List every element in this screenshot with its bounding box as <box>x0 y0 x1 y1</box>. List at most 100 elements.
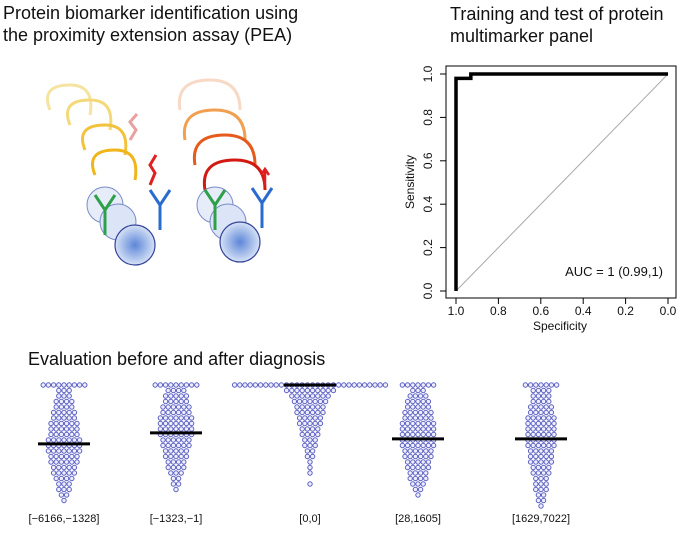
dot <box>304 393 311 399</box>
dot <box>173 398 179 405</box>
dot <box>420 459 426 465</box>
dot <box>307 398 313 405</box>
dot <box>45 382 52 388</box>
dot <box>412 453 419 460</box>
dot <box>188 420 195 427</box>
dot <box>346 382 352 388</box>
y-tick-label: 0.0 <box>421 282 435 299</box>
dot <box>525 420 531 427</box>
dot <box>50 437 57 443</box>
dot <box>420 442 426 449</box>
dot <box>304 426 311 432</box>
dot <box>540 415 547 421</box>
dot <box>317 398 324 405</box>
dot <box>540 492 547 498</box>
dot <box>302 415 308 421</box>
dot <box>309 431 316 438</box>
plot-frame <box>445 65 677 299</box>
dot <box>71 415 78 421</box>
dot <box>299 426 305 432</box>
dot <box>74 426 80 432</box>
dot <box>430 420 437 427</box>
dot <box>533 448 539 454</box>
dot <box>183 393 190 399</box>
dot <box>546 442 552 449</box>
dot <box>543 409 549 416</box>
dot <box>56 464 62 471</box>
dot <box>530 426 536 432</box>
dot <box>399 426 406 432</box>
dot <box>407 393 413 399</box>
dot <box>242 382 248 388</box>
dot <box>188 426 195 432</box>
dot <box>538 404 544 410</box>
dot <box>56 415 62 421</box>
dot <box>157 420 164 427</box>
dot <box>231 382 238 388</box>
dot <box>551 442 557 449</box>
dot <box>325 387 331 394</box>
y-tick-label: 0.4 <box>421 196 435 213</box>
dot <box>186 437 192 443</box>
dot <box>417 409 424 416</box>
dot <box>546 415 552 421</box>
dot <box>412 393 419 399</box>
dot <box>415 420 421 427</box>
dot <box>312 398 318 405</box>
dot <box>168 393 174 399</box>
dot <box>58 431 65 438</box>
dot <box>45 437 52 443</box>
y-tick-label: 0.8 <box>421 109 435 126</box>
dot <box>63 431 70 438</box>
dot <box>307 470 313 476</box>
dot <box>283 387 290 394</box>
dot <box>548 448 555 454</box>
dot <box>175 409 182 416</box>
dot <box>525 431 531 438</box>
dot <box>74 420 80 427</box>
dot <box>61 387 67 394</box>
dot <box>289 393 295 399</box>
dot <box>69 420 75 427</box>
dot <box>407 409 413 416</box>
dot <box>551 415 557 421</box>
dot <box>168 453 174 460</box>
swarm-title: Evaluation before and after diagnosis <box>28 349 326 369</box>
dot <box>168 415 174 421</box>
dot <box>173 420 179 427</box>
dot <box>304 448 311 454</box>
dot <box>399 420 406 427</box>
dot <box>165 464 171 471</box>
dot <box>543 404 549 410</box>
dot <box>69 459 75 465</box>
dot <box>533 404 539 410</box>
dot <box>540 420 547 427</box>
dot <box>538 409 544 416</box>
dot <box>58 492 65 498</box>
dot <box>299 409 305 416</box>
dot <box>412 475 419 482</box>
dot <box>61 415 67 421</box>
dot <box>410 420 416 427</box>
dot <box>66 448 72 454</box>
dot <box>530 415 536 421</box>
dot <box>178 415 184 421</box>
dot <box>335 382 342 388</box>
dot <box>525 442 531 449</box>
dot <box>530 398 536 405</box>
dot <box>412 415 419 421</box>
y-axis-label: Sensitivity <box>403 155 417 209</box>
dot <box>56 387 62 394</box>
dot <box>168 420 174 427</box>
dot <box>181 409 187 416</box>
pea-illustration <box>46 78 274 266</box>
dot <box>315 426 321 432</box>
roc-title: Training and test of protein multimarker… <box>450 4 664 46</box>
y-tick-label: 1.0 <box>421 65 435 82</box>
dot <box>304 409 311 416</box>
dot <box>183 448 190 454</box>
dot <box>415 387 421 394</box>
dot <box>175 437 182 443</box>
dot <box>170 409 177 416</box>
